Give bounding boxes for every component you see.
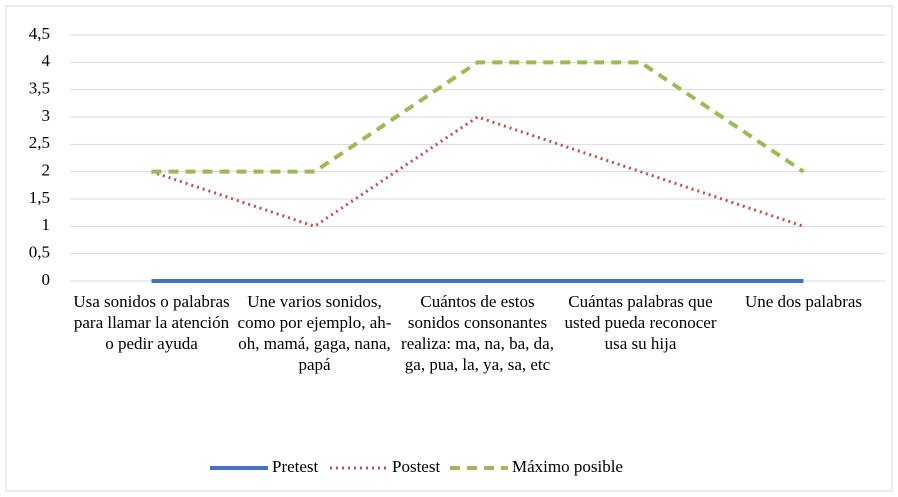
- legend-label: Pretest: [272, 457, 319, 476]
- x-tick-label: Usa sonidos o palabras para llamar la at…: [73, 292, 230, 353]
- y-tick-label: 3: [42, 106, 51, 125]
- y-tick-label: 4: [42, 51, 51, 70]
- series-line: [151, 60, 805, 174]
- x-tick-label: Cuántos de estos sonidos consonantes rea…: [401, 292, 554, 374]
- x-tick-label: Une dos palabras: [744, 292, 863, 311]
- y-tick-label: 4,5: [29, 24, 50, 43]
- legend-label: Postest: [392, 457, 440, 476]
- y-tick-label: 1: [42, 215, 51, 234]
- y-tick-label: 1,5: [29, 188, 50, 207]
- y-tick-label: 0: [42, 270, 51, 289]
- legend-label: Máximo posible: [512, 457, 623, 476]
- series-line: [151, 115, 804, 228]
- x-tick-label: Cuántas palabras que usted pueda reconoc…: [564, 292, 717, 353]
- x-tick-label: Une varios sonidos, como por ejemplo, ah…: [237, 292, 392, 374]
- y-tick-label: 2: [42, 161, 51, 180]
- chart-border: [5, 5, 893, 492]
- y-tick-label: 2,5: [29, 133, 50, 152]
- y-tick-label: 0,5: [29, 243, 50, 262]
- y-tick-label: 3,5: [29, 79, 50, 98]
